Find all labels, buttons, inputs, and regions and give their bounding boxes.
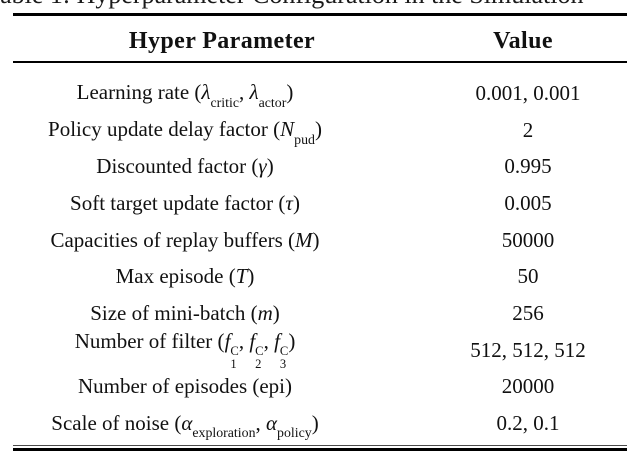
header-value: Value xyxy=(493,27,553,54)
value-cell: 512, 512, 512 xyxy=(470,337,586,362)
table-row: Max episode (T) 50 xyxy=(0,258,640,295)
table-row: Policy update delay factor (Npud) 2 xyxy=(0,112,640,149)
value-cell: 2 xyxy=(522,117,534,142)
value-cell: 0.005 xyxy=(504,190,552,215)
param-cell: Learning rate (λcritic, λactor) xyxy=(76,80,294,111)
value-cell: 0.001, 0.001 xyxy=(475,80,581,105)
table-rows: Learning rate (λcritic, λactor) 0.001, 0.… xyxy=(0,75,640,442)
header-hyper-parameter: Hyper Parameter xyxy=(128,27,316,54)
table-caption: Table 1: Hyperparameter Configuration in… xyxy=(0,0,640,10)
value-cell: 256 xyxy=(512,300,544,325)
table-row: Soft target update factor (τ) 0.005 xyxy=(0,185,640,222)
table-row: Discounted factor (γ) 0.995 xyxy=(0,148,640,185)
value-cell: 50 xyxy=(517,264,539,289)
bottom-rule-thick xyxy=(13,447,627,451)
value-cell: 0.2, 0.1 xyxy=(496,411,560,436)
table-row: Number of episodes (epi) 20000 xyxy=(0,369,640,406)
value-cell: 0.995 xyxy=(504,154,552,179)
table-row: Capacities of replay buffers (M) 50000 xyxy=(0,222,640,259)
param-cell: Capacities of replay buffers (M) xyxy=(50,227,320,252)
header-rule xyxy=(13,61,627,63)
value-cell: 20000 xyxy=(501,374,555,399)
table-row: Learning rate (λcritic, λactor) 0.001, 0.… xyxy=(0,75,640,112)
param-cell: Policy update delay factor (Npud) xyxy=(48,117,322,147)
param-cell: Soft target update factor (τ) xyxy=(70,190,300,215)
param-cell: Scale of noise (αexploration, αpolicy) xyxy=(51,410,319,441)
table-row: Scale of noise (αexploration, αpolicy) 0.… xyxy=(0,405,640,442)
table-row: Size of mini-batch (m) 256 xyxy=(0,295,640,332)
param-cell: Number of episodes (epi) xyxy=(77,374,293,399)
param-cell: Max episode (T) xyxy=(115,264,255,289)
value-cell: 50000 xyxy=(501,227,555,252)
top-rule xyxy=(13,13,627,16)
param-cell: Size of mini-batch (m) xyxy=(90,300,280,325)
param-cell: Discounted factor (γ) xyxy=(96,154,274,179)
bottom-rule-thin xyxy=(13,445,627,446)
